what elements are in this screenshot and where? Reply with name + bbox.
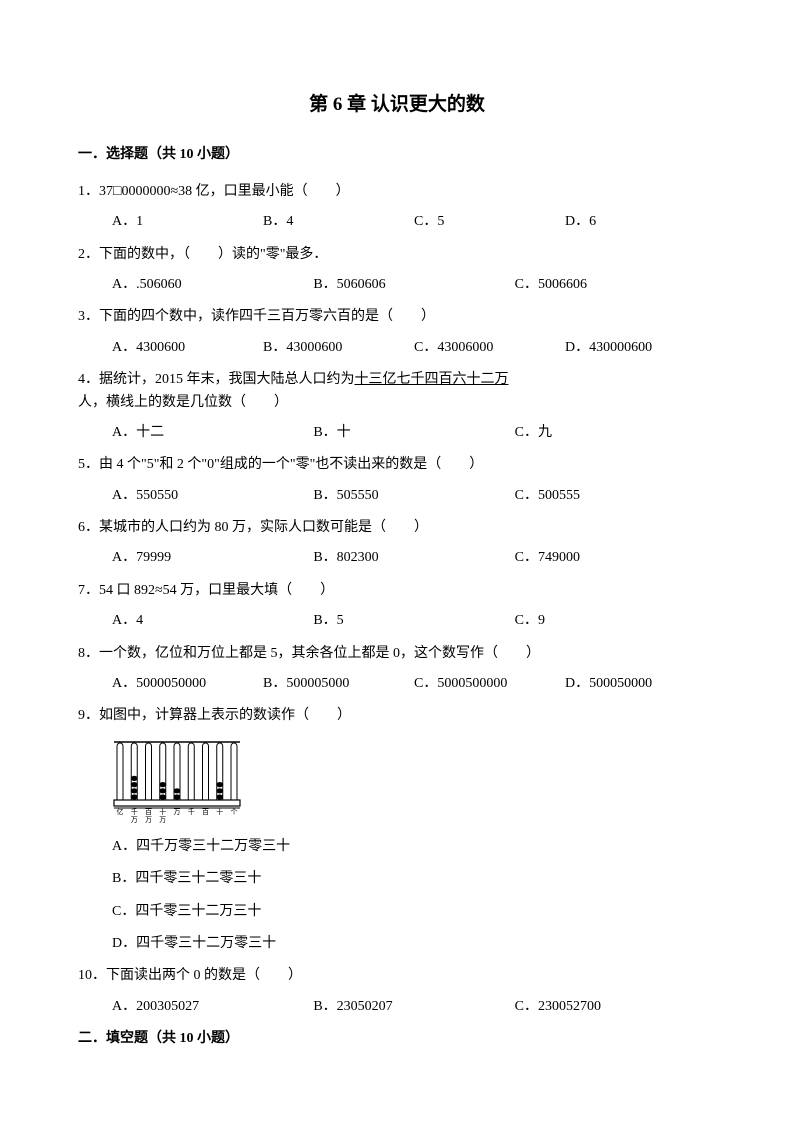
q9-opt-b: B．四千零三十二零三十 <box>112 868 716 890</box>
q9-opt-a: A．四千万零三十二万零三十 <box>112 836 716 858</box>
svg-text:十: 十 <box>159 807 166 816</box>
q6-options: A．79999 B．802300 C．749000 <box>78 547 716 569</box>
q10-opt-b: B．23050207 <box>313 996 514 1018</box>
q1-text: 1．37□0000000≈38 亿，口里最小能（ ） <box>78 181 716 203</box>
svg-text:千: 千 <box>131 807 138 816</box>
question-8: 8．一个数，亿位和万位上都是 5，其余各位上都是 0，这个数写作（ ） A．50… <box>78 643 716 696</box>
q4-opt-c: C．九 <box>515 422 716 444</box>
q9-options: A．四千万零三十二万零三十 B．四千零三十二零三十 C．四千零三十二万三十 D．… <box>78 836 716 956</box>
q7-text: 7．54 口 892≈54 万，口里最大填（ ） <box>78 580 716 602</box>
q9-opt-d: D．四千零三十二万零三十 <box>112 933 716 955</box>
q8-opt-b: B．500005000 <box>263 673 414 695</box>
question-9: 9．如图中，计算器上表示的数读作（ ） 亿千万百万十万万千百十个 A．四千万零三… <box>78 705 716 955</box>
q2-text: 2．下面的数中，（ ）读的"零"最多． <box>78 244 716 266</box>
question-7: 7．54 口 892≈54 万，口里最大填（ ） A．4 B．5 C．9 <box>78 580 716 633</box>
q3-opt-a: A．4300600 <box>112 337 263 359</box>
question-6: 6．某城市的人口约为 80 万，实际人口数可能是（ ） A．79999 B．80… <box>78 517 716 570</box>
q7-options: A．4 B．5 C．9 <box>78 610 716 632</box>
q8-text: 8．一个数，亿位和万位上都是 5，其余各位上都是 0，这个数写作（ ） <box>78 643 716 665</box>
q3-opt-d: D．430000600 <box>565 337 716 359</box>
abacus-icon: 亿千万百万十万万千百十个 <box>112 736 242 826</box>
q8-options: A．5000050000 B．500005000 C．5000500000 D．… <box>78 673 716 695</box>
q8-opt-a: A．5000050000 <box>112 673 263 695</box>
q2-opt-c: C．5006606 <box>515 274 716 296</box>
q7-opt-a: A．4 <box>112 610 313 632</box>
q1-opt-b: B．4 <box>263 211 414 233</box>
question-10: 10．下面读出两个 0 的数是（ ） A．200305027 B．2305020… <box>78 965 716 1018</box>
section-1-header: 一．选择题（共 10 小题） <box>78 144 716 166</box>
q4-underline: 十三亿七千四百六十二万 <box>355 372 509 387</box>
q5-opt-b: B．505550 <box>313 485 514 507</box>
q5-opt-c: C．500555 <box>515 485 716 507</box>
q6-opt-a: A．79999 <box>112 547 313 569</box>
q9-opt-c: C．四千零三十二万三十 <box>112 901 716 923</box>
svg-text:百: 百 <box>145 808 152 816</box>
q8-opt-c: C．5000500000 <box>414 673 565 695</box>
q3-options: A．4300600 B．43000600 C．43006000 D．430000… <box>78 337 716 359</box>
q4-post: 人，横线上的数是几位数（ ） <box>78 395 288 410</box>
page-title: 第 6 章 认识更大的数 <box>78 90 716 120</box>
q7-opt-b: B．5 <box>313 610 514 632</box>
svg-text:万: 万 <box>131 816 138 824</box>
q10-opt-c: C．230052700 <box>515 996 716 1018</box>
q10-opt-a: A．200305027 <box>112 996 313 1018</box>
q5-text: 5．由 4 个"5"和 2 个"0"组成的一个"零"也不读出来的数是（ ） <box>78 454 716 476</box>
q10-options: A．200305027 B．23050207 C．230052700 <box>78 996 716 1018</box>
q10-text: 10．下面读出两个 0 的数是（ ） <box>78 965 716 987</box>
q1-options: A．1 B．4 C．5 D．6 <box>78 211 716 233</box>
q6-opt-b: B．802300 <box>313 547 514 569</box>
q6-opt-c: C．749000 <box>515 547 716 569</box>
q8-opt-d: D．500050000 <box>565 673 716 695</box>
q7-opt-c: C．9 <box>515 610 716 632</box>
section-2-header: 二．填空题（共 10 小题） <box>78 1028 716 1050</box>
q2-opt-b: B．5060606 <box>313 274 514 296</box>
q4-text: 4．据统计，2015 年末，我国大陆总人口约为十三亿七千四百六十二万人，横线上的… <box>78 369 716 414</box>
q3-opt-c: C．43006000 <box>414 337 565 359</box>
q5-options: A．550550 B．505550 C．500555 <box>78 485 716 507</box>
q2-options: A．.506060 B．5060606 C．5006606 <box>78 274 716 296</box>
abacus-figure: 亿千万百万十万万千百十个 <box>112 736 716 826</box>
q4-opt-b: B．十 <box>313 422 514 444</box>
svg-text:万: 万 <box>145 816 152 824</box>
svg-text:百: 百 <box>202 808 209 816</box>
svg-text:十: 十 <box>216 807 223 816</box>
q1-opt-d: D．6 <box>565 211 716 233</box>
q4-options: A．十二 B．十 C．九 <box>78 422 716 444</box>
q1-opt-a: A．1 <box>112 211 263 233</box>
svg-text:亿: 亿 <box>117 807 124 816</box>
svg-text:万: 万 <box>174 808 181 816</box>
q2-opt-a: A．.506060 <box>112 274 313 296</box>
svg-text:万: 万 <box>159 816 166 824</box>
question-5: 5．由 4 个"5"和 2 个"0"组成的一个"零"也不读出来的数是（ ） A．… <box>78 454 716 507</box>
svg-text:个: 个 <box>231 808 238 816</box>
question-4: 4．据统计，2015 年末，我国大陆总人口约为十三亿七千四百六十二万人，横线上的… <box>78 369 716 444</box>
q5-opt-a: A．550550 <box>112 485 313 507</box>
q4-pre: 4．据统计，2015 年末，我国大陆总人口约为 <box>78 372 355 387</box>
question-1: 1．37□0000000≈38 亿，口里最小能（ ） A．1 B．4 C．5 D… <box>78 181 716 234</box>
svg-text:千: 千 <box>188 807 195 816</box>
q1-opt-c: C．5 <box>414 211 565 233</box>
q4-opt-a: A．十二 <box>112 422 313 444</box>
q3-text: 3．下面的四个数中，读作四千三百万零六百的是（ ） <box>78 306 716 328</box>
q3-opt-b: B．43000600 <box>263 337 414 359</box>
q6-text: 6．某城市的人口约为 80 万，实际人口数可能是（ ） <box>78 517 716 539</box>
question-2: 2．下面的数中，（ ）读的"零"最多． A．.506060 B．5060606 … <box>78 244 716 297</box>
q9-text: 9．如图中，计算器上表示的数读作（ ） <box>78 705 716 727</box>
question-3: 3．下面的四个数中，读作四千三百万零六百的是（ ） A．4300600 B．43… <box>78 306 716 359</box>
